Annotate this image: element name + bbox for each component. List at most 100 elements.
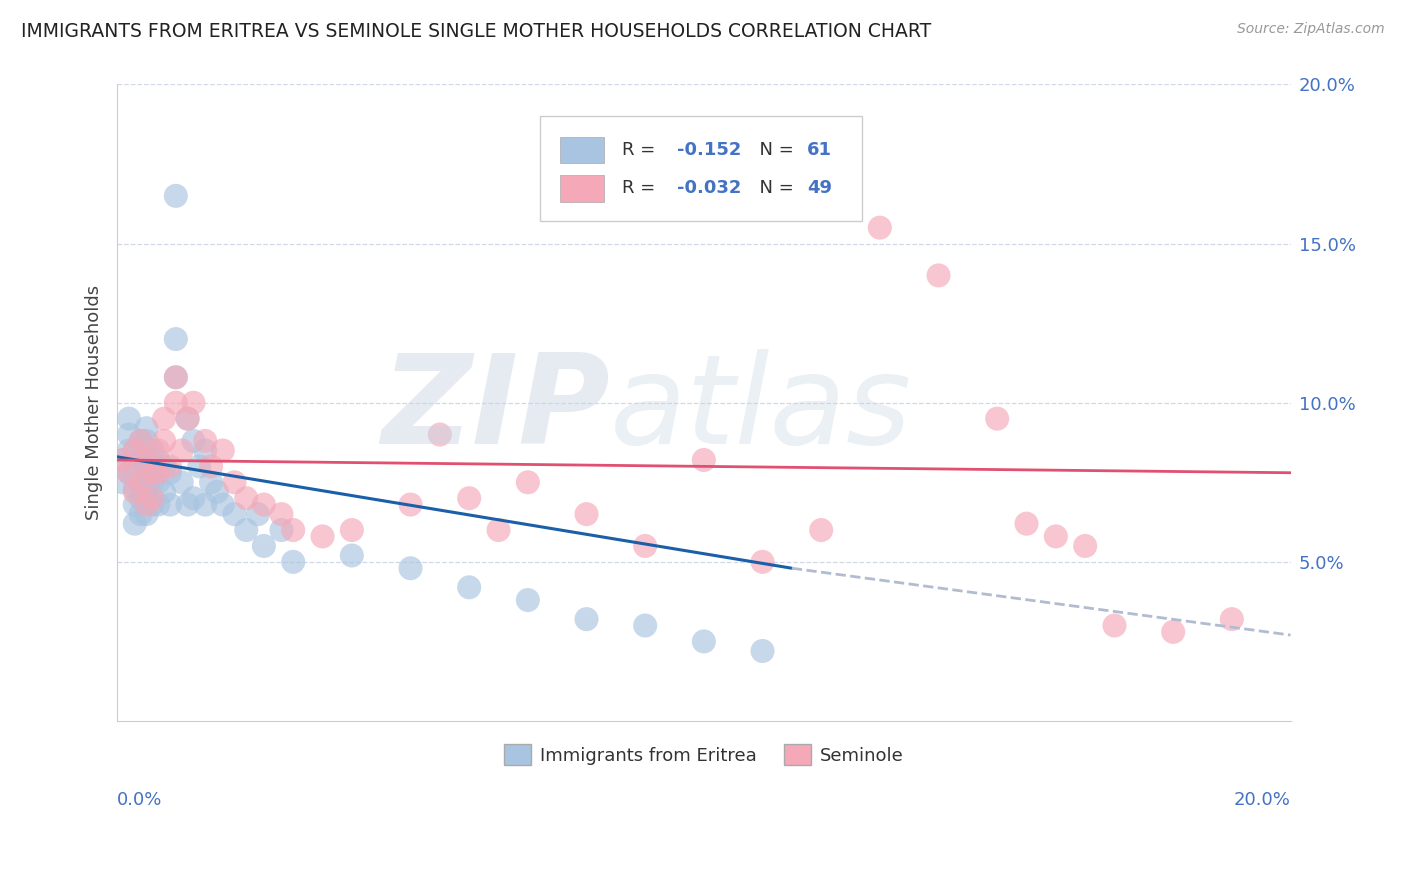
- Point: [112, 453, 135, 467]
- Point: [693, 453, 716, 467]
- Point: [253, 539, 276, 553]
- Text: R =: R =: [621, 141, 661, 159]
- Text: N =: N =: [748, 141, 800, 159]
- Point: [200, 475, 222, 490]
- Point: [129, 507, 152, 521]
- FancyBboxPatch shape: [560, 136, 605, 163]
- Point: [516, 475, 538, 490]
- Point: [488, 523, 510, 537]
- Point: [165, 370, 187, 384]
- Text: 20.0%: 20.0%: [1233, 791, 1291, 809]
- Point: [118, 466, 141, 480]
- Point: [124, 459, 146, 474]
- Point: [869, 220, 891, 235]
- Point: [235, 523, 257, 537]
- Point: [1074, 539, 1097, 553]
- Point: [159, 466, 181, 480]
- Point: [135, 421, 157, 435]
- Point: [124, 498, 146, 512]
- Point: [183, 491, 205, 506]
- Point: [194, 443, 217, 458]
- Point: [129, 434, 152, 448]
- Point: [135, 434, 157, 448]
- Point: [211, 498, 233, 512]
- Point: [183, 434, 205, 448]
- Point: [129, 434, 152, 448]
- Point: [693, 634, 716, 648]
- Point: [124, 443, 146, 458]
- Point: [141, 466, 163, 480]
- Y-axis label: Single Mother Households: Single Mother Households: [86, 285, 103, 520]
- Text: -0.032: -0.032: [676, 179, 741, 197]
- Point: [1015, 516, 1038, 531]
- Point: [141, 498, 163, 512]
- Text: ZIP: ZIP: [381, 349, 610, 469]
- Point: [1161, 624, 1184, 639]
- Point: [141, 443, 163, 458]
- Point: [340, 549, 363, 563]
- Point: [124, 443, 146, 458]
- Point: [153, 411, 176, 425]
- Point: [205, 484, 228, 499]
- Point: [118, 443, 141, 458]
- Point: [1104, 618, 1126, 632]
- Point: [1220, 612, 1243, 626]
- Point: [118, 427, 141, 442]
- Point: [135, 466, 157, 480]
- Point: [165, 189, 187, 203]
- Point: [135, 484, 157, 499]
- Point: [224, 475, 246, 490]
- Point: [124, 484, 146, 499]
- Text: Source: ZipAtlas.com: Source: ZipAtlas.com: [1237, 22, 1385, 37]
- Text: atlas: atlas: [610, 349, 912, 469]
- Point: [634, 539, 657, 553]
- Point: [399, 498, 422, 512]
- Point: [170, 475, 193, 490]
- Point: [159, 459, 181, 474]
- Point: [170, 443, 193, 458]
- Point: [340, 523, 363, 537]
- Point: [135, 498, 157, 512]
- Point: [1045, 529, 1067, 543]
- Point: [129, 491, 152, 506]
- Point: [224, 507, 246, 521]
- Point: [135, 453, 157, 467]
- Point: [270, 507, 292, 521]
- Text: -0.152: -0.152: [676, 141, 741, 159]
- Point: [200, 459, 222, 474]
- Point: [283, 555, 305, 569]
- Point: [112, 475, 135, 490]
- Point: [253, 498, 276, 512]
- Text: 61: 61: [807, 141, 832, 159]
- Point: [153, 434, 176, 448]
- Point: [751, 644, 773, 658]
- Point: [148, 498, 170, 512]
- Text: IMMIGRANTS FROM ERITREA VS SEMINOLE SINGLE MOTHER HOUSEHOLDS CORRELATION CHART: IMMIGRANTS FROM ERITREA VS SEMINOLE SING…: [21, 22, 931, 41]
- Point: [928, 268, 950, 283]
- Point: [188, 459, 211, 474]
- Point: [311, 529, 333, 543]
- Point: [235, 491, 257, 506]
- Text: R =: R =: [621, 179, 661, 197]
- Text: 0.0%: 0.0%: [117, 791, 163, 809]
- Point: [575, 507, 598, 521]
- Point: [124, 482, 146, 496]
- Point: [153, 484, 176, 499]
- Text: 49: 49: [807, 179, 832, 197]
- Point: [148, 475, 170, 490]
- Point: [751, 555, 773, 569]
- Point: [135, 507, 157, 521]
- Point: [246, 507, 269, 521]
- Point: [153, 459, 176, 474]
- Point: [165, 332, 187, 346]
- FancyBboxPatch shape: [540, 116, 862, 221]
- Point: [148, 466, 170, 480]
- Point: [399, 561, 422, 575]
- Point: [183, 395, 205, 409]
- Point: [283, 523, 305, 537]
- Point: [148, 443, 170, 458]
- Point: [159, 498, 181, 512]
- Point: [516, 593, 538, 607]
- Legend: Immigrants from Eritrea, Seminole: Immigrants from Eritrea, Seminole: [496, 737, 911, 772]
- Point: [124, 516, 146, 531]
